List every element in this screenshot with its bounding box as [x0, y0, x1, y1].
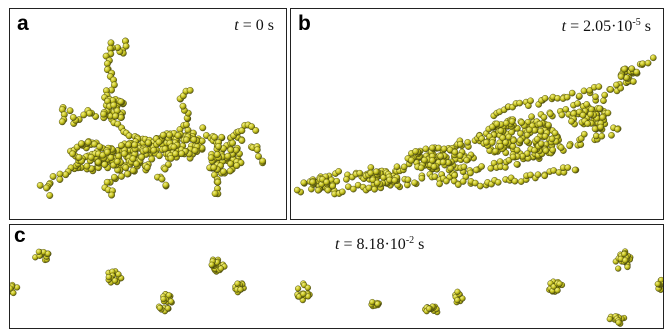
panel-a: a t = 0 s [9, 8, 287, 220]
time-label-b: t = 2.05·10-5 s [561, 17, 651, 35]
time-label-c: t = 8.18·10-2 s [335, 235, 425, 253]
panel-c: c t = 8.18·10-2 s [9, 224, 664, 329]
cluster-a-aggregate [36, 37, 267, 199]
cluster-b-aggregate [293, 54, 657, 198]
panel-label-a: a [17, 12, 29, 35]
panel-b: b t = 2.05·10-5 s [290, 8, 664, 220]
panel-label-c: c [14, 224, 26, 247]
panel-label-b: b [298, 12, 311, 35]
time-label-a: t = 0 s [234, 17, 274, 34]
cluster-c-fragments [10, 248, 663, 327]
